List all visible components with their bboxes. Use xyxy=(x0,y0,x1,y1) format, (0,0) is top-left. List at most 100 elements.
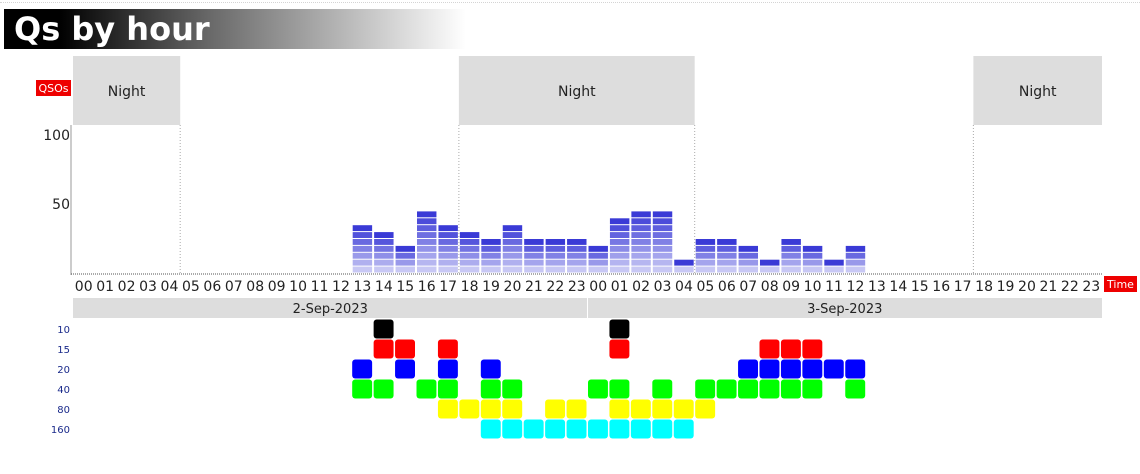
hour-tick-label: 12 xyxy=(847,279,865,295)
band-cell xyxy=(738,379,758,399)
hour-tick-label: 23 xyxy=(1082,279,1100,295)
bar-2-Sep-2023-15 xyxy=(395,245,415,273)
title-banner: Qs by hour xyxy=(4,9,466,49)
hour-tick-label: 08 xyxy=(761,279,779,295)
band-cell xyxy=(395,359,415,379)
bar-segment xyxy=(545,266,566,273)
hour-tick-label: 05 xyxy=(182,279,200,295)
bar-segment xyxy=(481,252,501,259)
hour-tick-label: 03 xyxy=(139,279,157,295)
hour-tick-label: 00 xyxy=(75,279,93,295)
bar-segment xyxy=(374,259,394,266)
hour-tick-label: 15 xyxy=(396,279,414,295)
bar-segment xyxy=(352,245,373,252)
band-cell xyxy=(823,359,844,379)
bar-segment xyxy=(845,266,866,273)
band-row-20 xyxy=(352,359,866,379)
bar-3-Sep-2023-06 xyxy=(717,239,737,273)
hour-tick-label: 10 xyxy=(289,279,307,295)
hour-tick-label: 06 xyxy=(718,279,736,295)
band-row-160 xyxy=(480,419,694,439)
band-cell xyxy=(652,399,673,419)
bar-segment xyxy=(631,225,651,232)
band-cell xyxy=(523,419,544,439)
bar-segment xyxy=(802,245,823,252)
hour-tick-label: 21 xyxy=(1039,279,1057,295)
bar-3-Sep-2023-08 xyxy=(760,259,780,273)
band-cell xyxy=(373,339,394,359)
bar-segment xyxy=(652,239,673,245)
bar-segment xyxy=(674,259,694,266)
hour-tick-label: 21 xyxy=(525,279,543,295)
hour-tick-label: 07 xyxy=(739,279,757,295)
hour-tick-label: 14 xyxy=(889,279,907,295)
bar-segment xyxy=(567,252,587,259)
hour-tick-label: 04 xyxy=(675,279,693,295)
page-title: Qs by hour xyxy=(14,10,210,48)
bar-segment xyxy=(652,245,673,252)
bar-segment xyxy=(588,245,608,252)
band-cell xyxy=(738,359,758,379)
band-cell xyxy=(480,399,501,419)
hour-tick-label: 01 xyxy=(96,279,114,295)
hour-tick-label: 09 xyxy=(782,279,800,295)
hour-tick-label: 22 xyxy=(1061,279,1079,295)
hour-tick-label: 18 xyxy=(461,279,479,295)
bar-segment xyxy=(802,252,823,259)
bar-segment xyxy=(845,252,866,259)
bar-3-Sep-2023-05 xyxy=(695,239,716,273)
band-cell xyxy=(759,379,780,399)
bar-segment xyxy=(760,259,780,266)
y-tick-label-100: 100 xyxy=(43,128,70,144)
bar-segment xyxy=(717,239,737,245)
bar-segment xyxy=(695,245,716,252)
bar-segment xyxy=(438,266,458,273)
bar-segment xyxy=(502,239,523,245)
bar-3-Sep-2023-07 xyxy=(738,245,758,273)
band-cell xyxy=(437,399,458,419)
band-cell xyxy=(395,339,415,359)
band-cell xyxy=(373,379,394,399)
hour-tick-label: 01 xyxy=(611,279,629,295)
bar-segment xyxy=(481,245,501,252)
band-cell xyxy=(802,379,823,399)
band-cell xyxy=(588,419,608,439)
bar-segment xyxy=(395,259,415,266)
bar-2-Sep-2023-20 xyxy=(502,225,523,273)
bar-segment xyxy=(674,266,694,273)
band-cell xyxy=(652,379,673,399)
hour-tick-label: 07 xyxy=(225,279,243,295)
band-cell xyxy=(780,339,801,359)
bar-segment xyxy=(609,259,630,266)
hour-tick-label: 12 xyxy=(332,279,350,295)
night-label-0: Night xyxy=(108,84,146,100)
bar-segment xyxy=(417,239,437,245)
bar-segment xyxy=(352,225,373,232)
bar-segment xyxy=(695,266,716,273)
bar-segment xyxy=(631,266,651,273)
bar-segment xyxy=(459,245,480,252)
band-row-10 xyxy=(373,319,630,339)
band-cell xyxy=(437,339,458,359)
bar-segment xyxy=(352,252,373,259)
bar-segment xyxy=(631,218,651,225)
bar-segment xyxy=(417,245,437,252)
band-row-40 xyxy=(352,379,866,399)
hour-tick-label: 06 xyxy=(203,279,221,295)
bar-segment xyxy=(417,232,437,238)
bar-segment xyxy=(567,245,587,252)
hour-tick-label: 23 xyxy=(568,279,586,295)
bar-segment xyxy=(545,259,566,266)
bar-segment xyxy=(352,259,373,266)
bar-segment xyxy=(374,245,394,252)
bar-2-Sep-2023-13 xyxy=(352,225,373,273)
band-cell xyxy=(845,379,866,399)
bar-segment xyxy=(417,225,437,232)
bar-segment xyxy=(545,252,566,259)
band-label-15: 15 xyxy=(57,345,70,356)
bar-segment xyxy=(524,245,544,252)
bar-3-Sep-2023-00 xyxy=(588,245,608,273)
bar-segment xyxy=(524,259,544,266)
bar-3-Sep-2023-01 xyxy=(609,218,630,273)
hour-tick-label: 17 xyxy=(954,279,972,295)
